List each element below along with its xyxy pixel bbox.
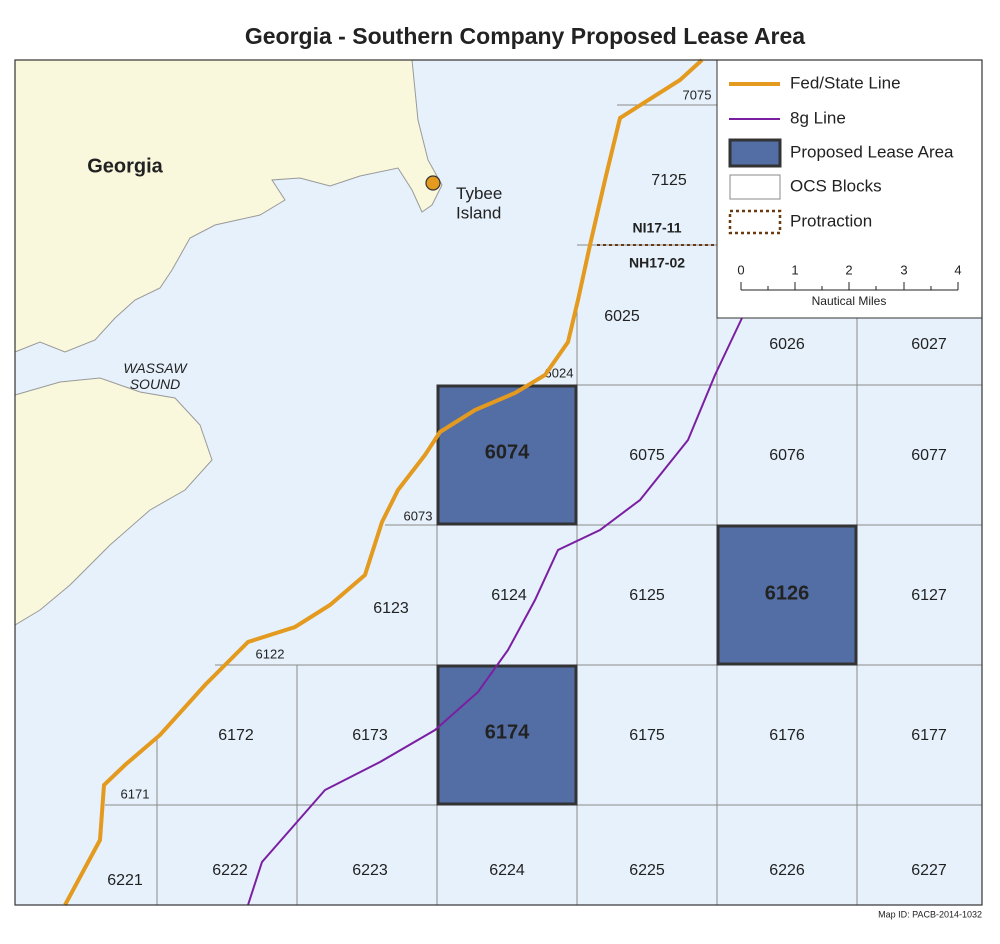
protraction-label: NI17-11 [632, 220, 681, 236]
block-label: 6223 [352, 862, 388, 879]
block-label: 6026 [769, 336, 805, 353]
block-label: 6124 [491, 587, 527, 604]
block-label: 6222 [212, 862, 248, 879]
legend-label: 8g Line [790, 108, 846, 127]
tybee-marker [425, 175, 441, 191]
fed-state-line [63, 58, 704, 906]
lease-block [716, 524, 858, 666]
block-label: 6175 [629, 727, 665, 744]
block-label: 6024 [545, 365, 574, 380]
land [14, 59, 443, 353]
map-layers: 7075 7125 6024 6025 6026 6027 6073 6074 6075 6076… [14, 58, 983, 906]
block-label: 6172 [218, 727, 254, 744]
scale-label: 0 [737, 262, 744, 277]
block-label: 6171 [121, 786, 150, 801]
block-label: 6123 [373, 600, 409, 617]
block-label: 6027 [911, 336, 947, 353]
block-label: 6075 [629, 447, 665, 464]
block-label: 6173 [352, 727, 388, 744]
block-label: 6176 [769, 727, 805, 744]
block-label: 6073 [404, 508, 433, 523]
legend-label: Fed/State Line [790, 73, 901, 92]
lease-block [436, 664, 578, 806]
map-frame [14, 59, 983, 906]
block-label: 6025 [604, 308, 640, 325]
legend-label: OCS Blocks [790, 176, 882, 195]
block-label: 7125 [651, 172, 687, 189]
map-id: Map ID: PACB-2014-1032 [878, 909, 982, 919]
block-label: 6125 [629, 587, 665, 604]
eight-g-line [247, 317, 743, 906]
legend-label: Proposed Lease Area [790, 142, 954, 161]
legend-swatch [729, 174, 781, 200]
legend-label: Protraction [790, 211, 872, 230]
block-label: 6126 [765, 582, 810, 604]
scale-label: 1 [791, 262, 798, 277]
scale-label: 4 [954, 262, 961, 277]
block-label: 6122 [256, 646, 285, 661]
place-label: Tybee Island [456, 184, 502, 223]
block-label: 6076 [769, 447, 805, 464]
scale-label: 2 [845, 262, 852, 277]
lease-block [436, 384, 578, 526]
map-title: Georgia - Southern Company Proposed Leas… [245, 23, 805, 49]
block-label: 6177 [911, 727, 947, 744]
place-label: WASSAW SOUND [123, 360, 188, 392]
legend-swatch [728, 209, 782, 235]
scale-unit: Nautical Miles [812, 294, 887, 308]
place-label: Georgia [87, 155, 163, 177]
block-label: 6221 [107, 872, 143, 889]
block-label: 6127 [911, 587, 947, 604]
block-label: 6227 [911, 862, 947, 879]
block-label: 6074 [485, 441, 530, 463]
block-label: 6225 [629, 862, 665, 879]
block-label: 7075 [683, 87, 712, 102]
legend-swatch [728, 138, 782, 168]
block-label: 6224 [489, 862, 525, 879]
land [14, 377, 213, 626]
block-label: 6077 [911, 447, 947, 464]
scale-label: 3 [900, 262, 907, 277]
block-label: 6226 [769, 862, 805, 879]
protraction-label: NH17-02 [629, 255, 685, 271]
block-label: 6174 [485, 721, 530, 743]
